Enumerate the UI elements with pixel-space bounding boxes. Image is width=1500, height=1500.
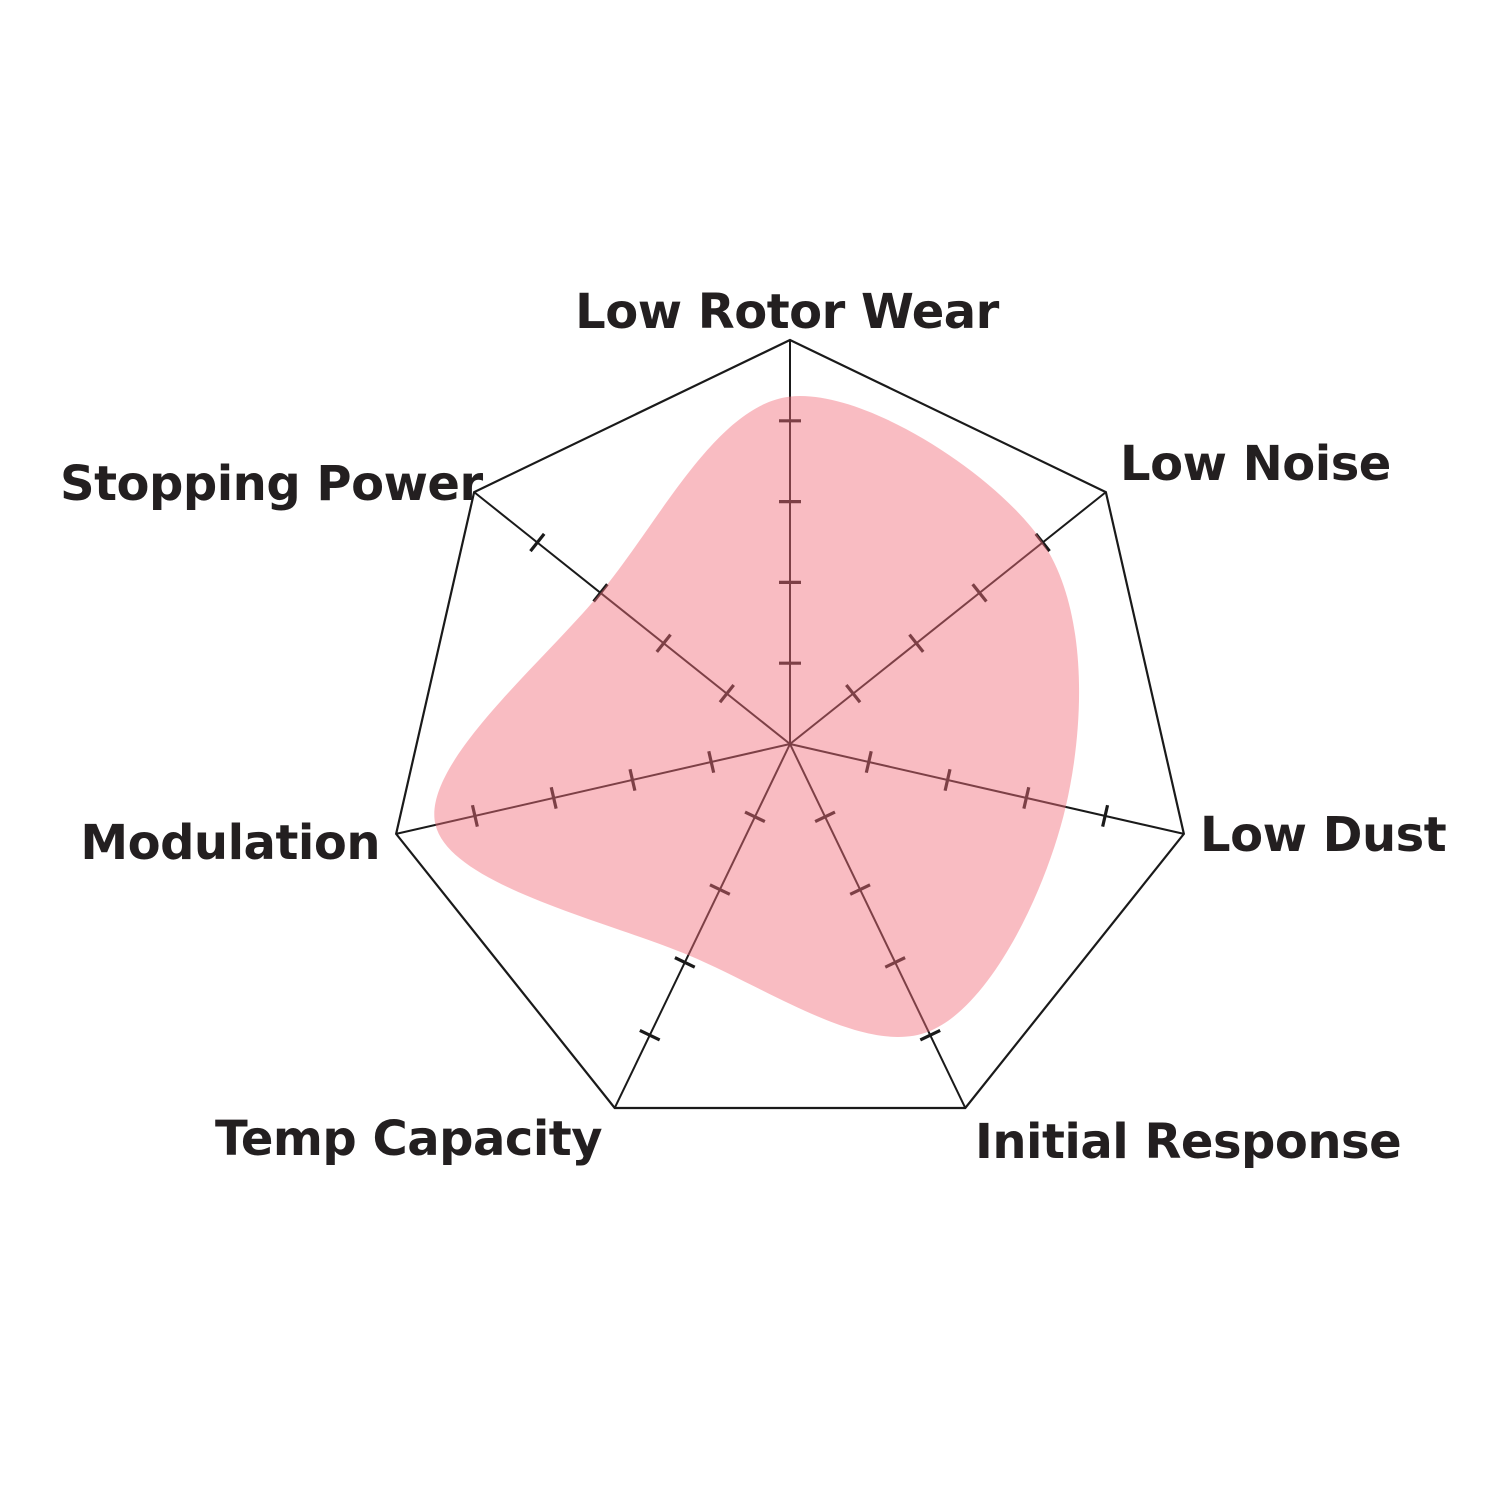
radar-tick [814, 810, 836, 824]
radar-tick [655, 633, 672, 653]
radar-tick [849, 883, 871, 896]
radar-tick [744, 810, 766, 824]
axis-label-stopping-power: Stopping Power [60, 456, 483, 512]
radar-tick [592, 583, 609, 603]
radar-axis-line [789, 491, 1107, 745]
radar-tick [884, 956, 906, 969]
radar-tick [943, 768, 952, 792]
radar-axis-line [789, 743, 1185, 835]
radar-data-area [434, 396, 1080, 1037]
radar-tick [971, 583, 988, 603]
radar-axis-line [395, 743, 791, 835]
radar-tick [549, 786, 558, 810]
radar-tick [470, 804, 479, 827]
radar-tick [1022, 786, 1031, 810]
radar-tick [628, 768, 637, 792]
radar-tick [529, 532, 546, 553]
radar-tick [1034, 532, 1051, 553]
axis-label-low-noise: Low Noise [1120, 436, 1391, 492]
radar-tick [639, 1028, 661, 1042]
axis-label-low-dust: Low Dust [1200, 807, 1447, 863]
radar-axis-line [789, 743, 967, 1109]
radar-tick [1101, 804, 1110, 827]
radar-tick [709, 883, 731, 896]
radar-tick [908, 633, 925, 653]
radar-tick [864, 750, 873, 774]
radar-tick [718, 684, 735, 704]
radar-tick [674, 956, 696, 969]
axis-label-temp-capacity: Temp Capacity [214, 1111, 603, 1167]
axis-label-low-rotor-wear: Low Rotor Wear [575, 284, 999, 340]
radar-outer-ring [394, 338, 1186, 1110]
radar-axis-line [613, 743, 791, 1109]
radar-tick [919, 1028, 941, 1042]
radar-tick [845, 684, 862, 704]
radar-axis-line [473, 491, 791, 745]
radar-tick [707, 750, 716, 774]
axis-label-initial-response: Initial Response [975, 1114, 1402, 1170]
axis-label-modulation: Modulation [80, 815, 380, 871]
